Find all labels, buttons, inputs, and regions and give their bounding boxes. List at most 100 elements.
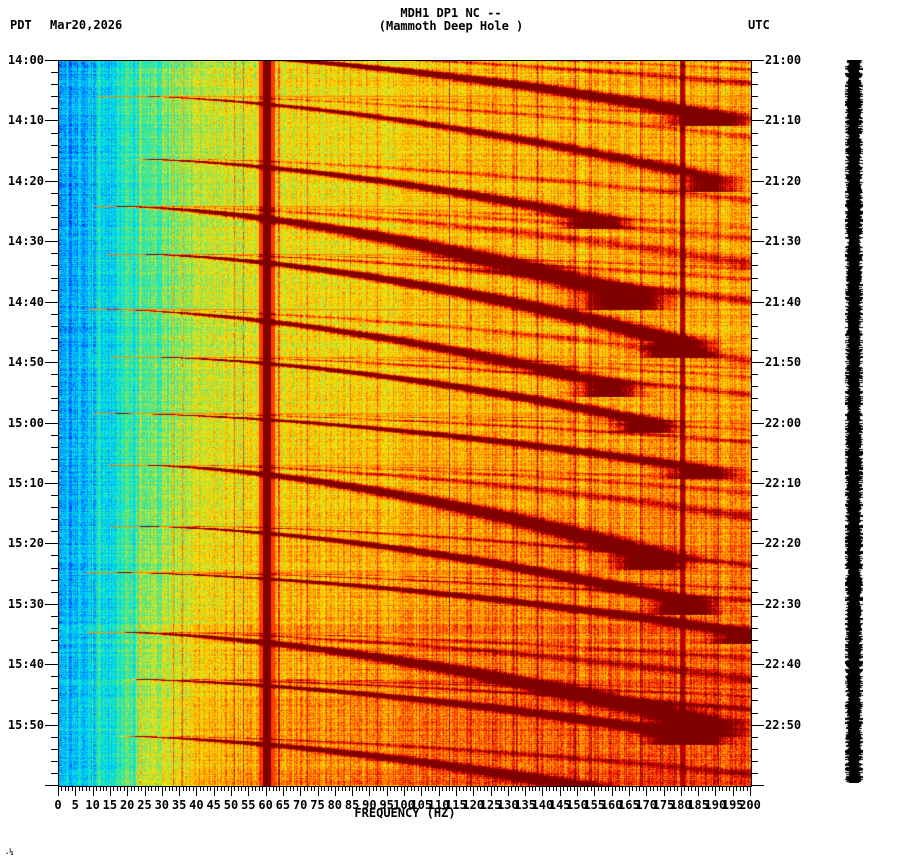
freq-tick-label: 75 — [310, 798, 325, 812]
freq-minor-tick — [154, 786, 156, 791]
freq-minor-tick — [452, 786, 454, 791]
freq-minor-tick — [573, 786, 575, 791]
utc-time-tick-label: 21:40 — [765, 294, 802, 309]
freq-minor-tick — [407, 786, 409, 791]
freq-minor-tick — [504, 786, 506, 791]
axis-minor-tick — [51, 591, 58, 593]
freq-minor-tick — [327, 786, 329, 791]
axis-minor-tick — [751, 72, 758, 74]
freq-tick-label: 25 — [137, 798, 152, 812]
freq-minor-tick — [324, 786, 326, 791]
axis-major-tick — [45, 664, 58, 666]
pdt-time-tick-label: 15:30 — [7, 596, 44, 611]
helicorder-trace-image — [845, 60, 863, 783]
freq-minor-tick — [390, 786, 392, 791]
axis-minor-tick — [51, 265, 58, 267]
freq-minor-tick — [435, 786, 437, 791]
freq-tick-label: 120 — [462, 798, 485, 812]
utc-time-tick-label: 22:30 — [765, 596, 802, 611]
freq-minor-tick — [331, 786, 333, 791]
axis-minor-tick — [751, 700, 758, 702]
freq-minor-tick — [428, 786, 430, 791]
axis-major-tick — [751, 603, 764, 605]
axis-minor-tick — [751, 168, 758, 170]
axis-minor-tick — [751, 337, 758, 339]
freq-minor-tick — [718, 786, 720, 791]
freq-minor-tick — [666, 786, 668, 791]
freq-tick-label: 125 — [479, 798, 502, 812]
freq-tick-label: 15 — [102, 798, 118, 812]
axis-minor-tick — [51, 410, 58, 412]
freq-minor-tick — [642, 786, 644, 791]
freq-minor-tick — [262, 786, 264, 791]
axis-minor-tick — [51, 627, 58, 629]
freq-minor-tick — [199, 786, 201, 791]
frequency-axis: 0 5 10 15 20 25 30 35 40 45 50 55 60 65 70 75 80 85 90 95 10… — [54, 786, 761, 826]
freq-minor-tick — [341, 786, 343, 791]
axis-minor-tick — [51, 712, 58, 714]
freq-minor-tick — [116, 786, 118, 791]
freq-minor-tick — [137, 786, 139, 791]
axis-major-tick — [45, 422, 58, 424]
freq-minor-tick — [410, 786, 412, 791]
freq-minor-tick — [275, 786, 277, 791]
freq-tick-label: 155 — [583, 798, 606, 812]
freq-tick-label: 0 — [54, 798, 62, 812]
axis-minor-tick — [751, 410, 758, 412]
freq-minor-tick — [476, 786, 478, 791]
pdt-time-tick-label: 14:30 — [7, 234, 44, 249]
freq-tick-label: 185 — [687, 798, 709, 812]
axis-minor-tick — [751, 265, 758, 267]
freq-tick-label: 65 — [275, 798, 291, 812]
freq-minor-tick — [355, 786, 357, 791]
axis-minor-tick — [751, 772, 758, 774]
utc-time-tick-label: 21:00 — [765, 53, 802, 67]
axis-major-tick — [45, 60, 58, 61]
page-subtitle: (Mammoth Deep Hole ) — [378, 19, 524, 33]
freq-major-tick — [144, 786, 146, 796]
freq-minor-tick — [383, 786, 385, 791]
freq-minor-tick — [234, 786, 236, 791]
freq-minor-tick — [625, 786, 627, 791]
freq-major-tick — [92, 786, 94, 796]
axis-minor-tick — [51, 760, 58, 762]
axis-minor-tick — [751, 229, 758, 231]
freq-minor-tick — [736, 786, 738, 791]
freq-major-tick — [663, 786, 665, 796]
axis-minor-tick — [51, 519, 58, 521]
freq-minor-tick — [552, 786, 554, 791]
freq-major-tick — [698, 786, 700, 796]
axis-minor-tick — [51, 229, 58, 231]
axis-minor-tick — [51, 168, 58, 170]
spectrogram-plot — [58, 60, 752, 787]
freq-minor-tick — [397, 786, 399, 791]
freq-tick-label: 140 — [531, 798, 554, 812]
timezone-left-label: PDT — [10, 18, 32, 32]
freq-tick-label: 195 — [721, 798, 744, 812]
freq-minor-tick — [141, 786, 143, 791]
freq-minor-tick — [442, 786, 444, 791]
freq-minor-tick — [694, 786, 696, 791]
freq-minor-tick — [424, 786, 426, 791]
axis-minor-tick — [51, 350, 58, 351]
freq-minor-tick — [528, 786, 530, 791]
axis-minor-tick — [751, 156, 758, 158]
freq-major-tick — [404, 786, 405, 796]
freq-minor-tick — [210, 786, 212, 791]
freq-minor-tick — [684, 786, 686, 791]
axis-minor-tick — [51, 96, 58, 98]
freq-tick-label: 165 — [618, 798, 640, 812]
pdt-time-tick-label: 14:40 — [7, 294, 44, 309]
freq-minor-tick — [345, 786, 347, 791]
freq-tick-label: 145 — [548, 798, 571, 812]
freq-tick-label: 20 — [119, 798, 135, 812]
axis-minor-tick — [51, 555, 58, 557]
axis-minor-tick — [51, 748, 58, 750]
freq-tick-label: 95 — [379, 798, 394, 812]
axis-minor-tick — [751, 325, 758, 327]
axis-major-tick — [751, 724, 764, 726]
axis-minor-tick — [51, 736, 58, 738]
axis-minor-tick — [51, 507, 58, 509]
freq-major-tick — [213, 786, 215, 796]
axis-minor-tick — [751, 507, 758, 509]
